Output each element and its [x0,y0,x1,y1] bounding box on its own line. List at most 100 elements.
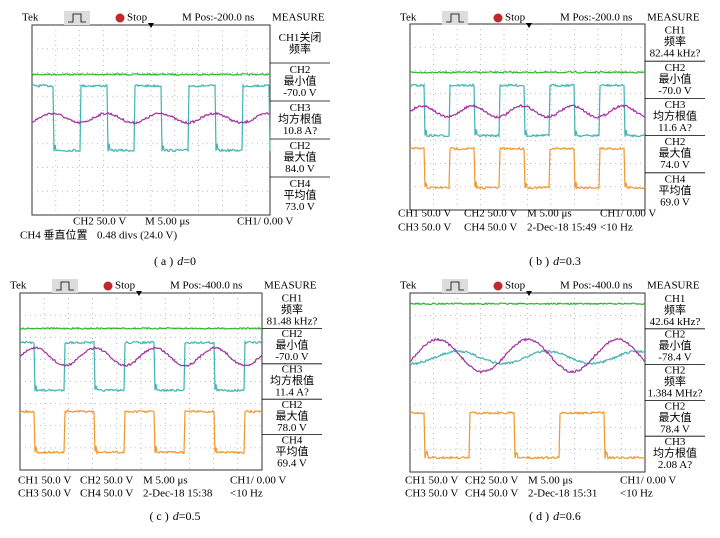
footer-text: CH2 50.0 V [73,216,126,228]
measure-text: -70.0 V [275,351,308,363]
measure-text: CH3 [665,99,686,111]
waveform [19,409,263,455]
measure-text: 11.4 A? [275,387,309,399]
stop-icon [493,281,503,291]
position: M Pos:-400.0 ns [170,280,242,292]
measure-text: CH1 [282,293,303,305]
footer-text: CH2 50.0 V [464,208,517,220]
measure-title: MEASURE [647,280,700,292]
caption: ( a ) d=0 [154,254,196,268]
measure-text: -70.0 V [658,85,691,97]
measure-text: 平均值 [284,189,317,202]
measure-title: MEASURE [647,12,700,24]
footer-text: CH1 50.0 V [405,475,458,487]
scope-panel: Tek Stop M Pos:-400.0 ns MEASURECH1频率42.64 … [400,279,705,523]
pulse-icon [56,281,74,291]
measure-text: 频率 [289,41,311,55]
measure-text: 78.4 V [660,423,690,435]
footer-text: 2-Dec-18 15:38 [143,488,213,500]
waveform [31,111,271,125]
pulse-icon [446,13,464,23]
footer-text: CH4 50.0 V [464,222,517,234]
footer-text: M 5.00 μs [145,216,190,228]
status: Stop [127,12,148,24]
measure-text: CH2 [282,328,303,340]
measure-text: 平均值 [276,445,309,458]
footer-text: CH1/ 0.00 V [600,208,656,220]
waveform [409,302,646,306]
measure-text: 平均值 [659,184,692,197]
scope-panel: Tek Stop M Pos:-200.0 ns MEASURECH1关闭频率CH2最… [20,11,330,268]
measure-text: CH2 [665,62,686,74]
footer-text: CH1/ 0.00 V [237,216,293,228]
caption-part: =0.3 [559,254,581,268]
measure-text: 均方根值 [270,373,314,387]
measure-text: 最小值 [284,75,317,88]
footer-text: M 5.00 μs [143,475,188,487]
measure-text: 最小值 [276,339,309,352]
caption-part: =0.5 [179,509,201,523]
measure-text: 最小值 [659,72,692,85]
waveform [409,82,646,139]
measure-text: 频率 [281,302,303,316]
measure-text: 10.8 A? [283,125,317,137]
measure-text: 74.0 V [660,159,690,171]
measure-text: 频率 [664,302,686,316]
footer-text: <10 Hz [230,488,263,500]
scope-panel: Tek Stop M Pos:-200.0 ns MEASURECH1频率82.44 … [398,11,705,268]
footer-text: <10 Hz [600,222,633,234]
measure-text: CH2 [290,140,311,152]
brand: Tek [10,280,27,292]
waveform [409,410,645,460]
footer-text: CH3 50.0 V [405,488,458,500]
measure-text: CH2 [665,400,686,412]
brand: Tek [22,12,39,24]
footer-text: CH4 50.0 V [465,488,518,500]
trigger-arrow [148,23,154,28]
waveform [19,346,263,368]
waveform [31,72,271,77]
pulse-icon [446,281,464,291]
footer-text: CH3 50.0 V [18,488,71,500]
waveform [19,326,263,330]
caption-part: d [553,254,560,268]
footer-text: 0.48 divs (24.0 V) [97,230,177,242]
measure-text: CH2 [665,365,686,377]
waveform [409,337,646,374]
measure-text: 最大值 [659,410,692,424]
status: Stop [115,280,136,292]
measure-text: 均方根值 [653,109,697,123]
scope-panel: Tek Stop M Pos:-400.0 ns MEASURECH1频率81.48 … [10,279,322,523]
waveform [409,146,646,190]
position: M Pos:-200.0 ns [560,12,632,24]
measure-text: 最大值 [276,408,309,422]
measure-text: 69.0 V [660,196,690,208]
acq-box [442,279,468,293]
caption-part: ( c ) [149,509,168,523]
caption: ( b ) d=0.3 [529,254,581,268]
acq-box [64,11,90,25]
caption-part: ( b ) [529,254,549,268]
measure-text: 最小值 [659,339,692,352]
measure-text: CH3 [290,102,311,114]
footer-text: 2-Dec-18 15:31 [528,488,597,500]
measure-title: MEASURE [272,12,325,24]
measure-text: 2.08 A? [658,459,692,471]
measure-text: CH1 [665,25,686,37]
measure-text: -70.0 V [283,87,316,99]
measure-text: 最大值 [659,146,692,160]
trigger-arrow [526,23,532,28]
measure-text: 84.0 V [285,163,315,175]
measure-text: 69.4 V [277,457,307,469]
trigger-arrow [526,291,532,296]
measure-text: CH2 [665,329,686,341]
footer-text: 2-Dec-18 15:49 [527,222,597,234]
waveform [31,83,271,153]
measure-text: CH2 [665,136,686,148]
footer-text: CH4 垂直位置 [20,228,88,242]
trigger-arrow [136,291,142,296]
measure-text: CH4 [665,173,686,185]
measure-text: 频率 [664,374,686,388]
footer-text: CH1/ 0.00 V [620,475,676,487]
footer-text: CH3 50.0 V [398,222,451,234]
